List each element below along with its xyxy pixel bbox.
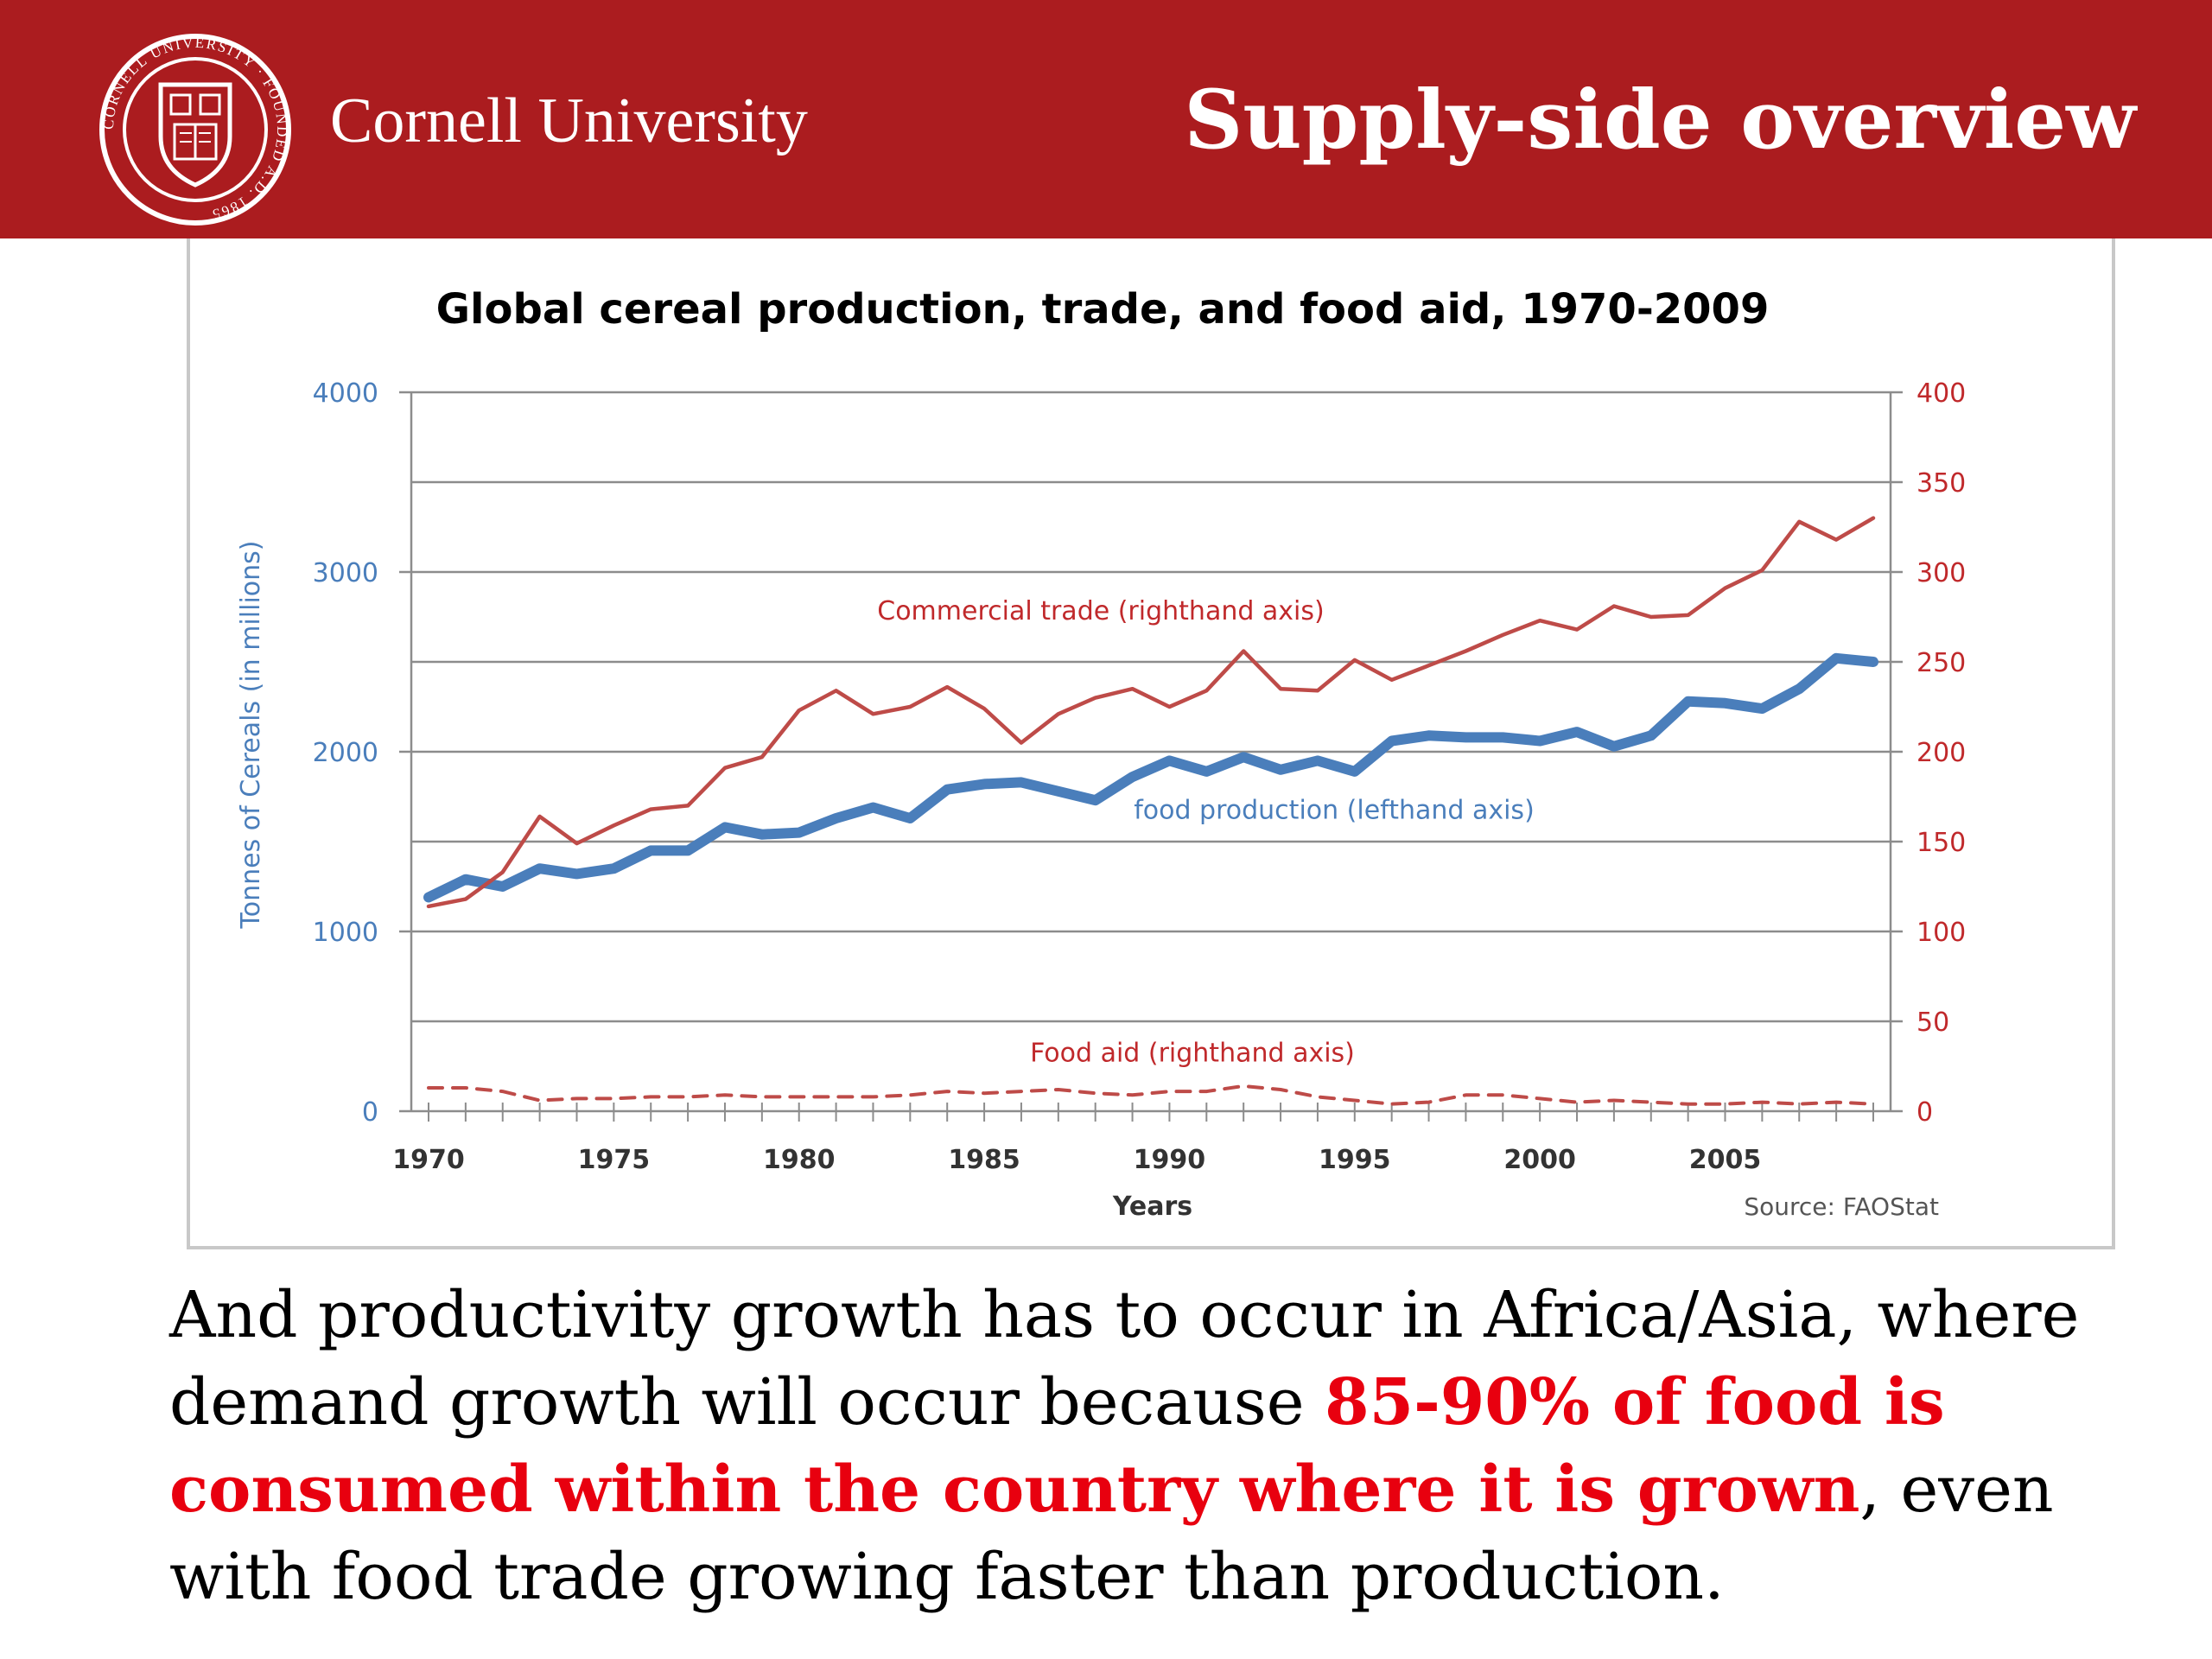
x-tick-label: 2000 <box>1503 1145 1576 1175</box>
body-text-intro: And productivity growth has to occur in … <box>169 1278 2080 1440</box>
y-left-tick-label: 0 <box>362 1097 378 1128</box>
y-left-tick-label: 3000 <box>313 558 378 588</box>
x-tick-label: 2005 <box>1689 1145 1762 1175</box>
commercial-trade-line <box>426 516 1876 909</box>
x-tick-label: 1995 <box>1319 1145 1391 1175</box>
y-right-tick-label: 50 <box>1916 1007 1949 1038</box>
x-tick-label: 1990 <box>1134 1145 1206 1175</box>
slide-title: Supply-side overview <box>1184 73 2136 168</box>
cornell-seal-logo: CORNELL UNIVERSITY · FOUNDED A.D. 1865 <box>99 34 291 226</box>
slide-header: CORNELL UNIVERSITY · FOUNDED A.D. 1865 C… <box>0 0 2212 238</box>
chart-title: Global cereal production, trade, and foo… <box>436 285 1770 334</box>
label-food-aid: Food aid (righthand axis) <box>1030 1038 1355 1068</box>
x-tick-label: 1975 <box>578 1145 651 1175</box>
y-right-tick-label: 400 <box>1916 378 1966 409</box>
body-text-highlight: 85-90% of food is consumed within the co… <box>169 1365 1945 1527</box>
y-left-tick-label: 4000 <box>313 378 378 409</box>
series-layer <box>423 516 1878 1106</box>
y-axis-left-label: Tonnes of Cereals (in millions) <box>236 541 266 930</box>
y-right-tick-label: 100 <box>1916 918 1966 948</box>
y-right-tick-label: 0 <box>1916 1097 1933 1128</box>
y-right-tick-label: 200 <box>1916 738 1966 768</box>
food-aid-line <box>427 1084 1875 1106</box>
body-text-outro: , even with food trade growing faster th… <box>169 1452 2054 1614</box>
chart-frame: 0 1000 2000 3000 4000 0 50 100 150 200 250 300 350 40… <box>187 238 2115 1249</box>
y-right-tick-label: 150 <box>1916 828 1966 858</box>
label-layer: 0 1000 2000 3000 4000 0 50 100 150 200 250 300 350 40… <box>313 378 1967 1175</box>
y-right-tick-label: 350 <box>1916 468 1966 499</box>
label-food-production: food production (lefthand axis) <box>1134 795 1535 825</box>
y-left-tick-label: 2000 <box>313 738 378 768</box>
label-commercial-trade: Commercial trade (righthand axis) <box>877 596 1324 626</box>
axis-layer <box>399 391 1903 1122</box>
chart-source: Source: FAOStat <box>1744 1192 1939 1221</box>
body-paragraph: And productivity growth has to occur in … <box>169 1272 2157 1621</box>
x-axis-label: Years <box>1112 1192 1192 1222</box>
cereal-chart: 0 1000 2000 3000 4000 0 50 100 150 200 250 300 350 40… <box>236 285 1967 1222</box>
x-tick-label: 1985 <box>948 1145 1020 1175</box>
y-right-tick-label: 300 <box>1916 558 1966 588</box>
x-tick-label: 1980 <box>763 1145 836 1175</box>
food-production-line <box>423 652 1878 903</box>
x-tick-label: 1970 <box>392 1145 465 1175</box>
y-left-tick-label: 1000 <box>313 918 378 948</box>
grid-layer <box>411 391 1891 1113</box>
y-right-tick-label: 250 <box>1916 648 1966 678</box>
university-name: Cornell University <box>330 86 808 156</box>
